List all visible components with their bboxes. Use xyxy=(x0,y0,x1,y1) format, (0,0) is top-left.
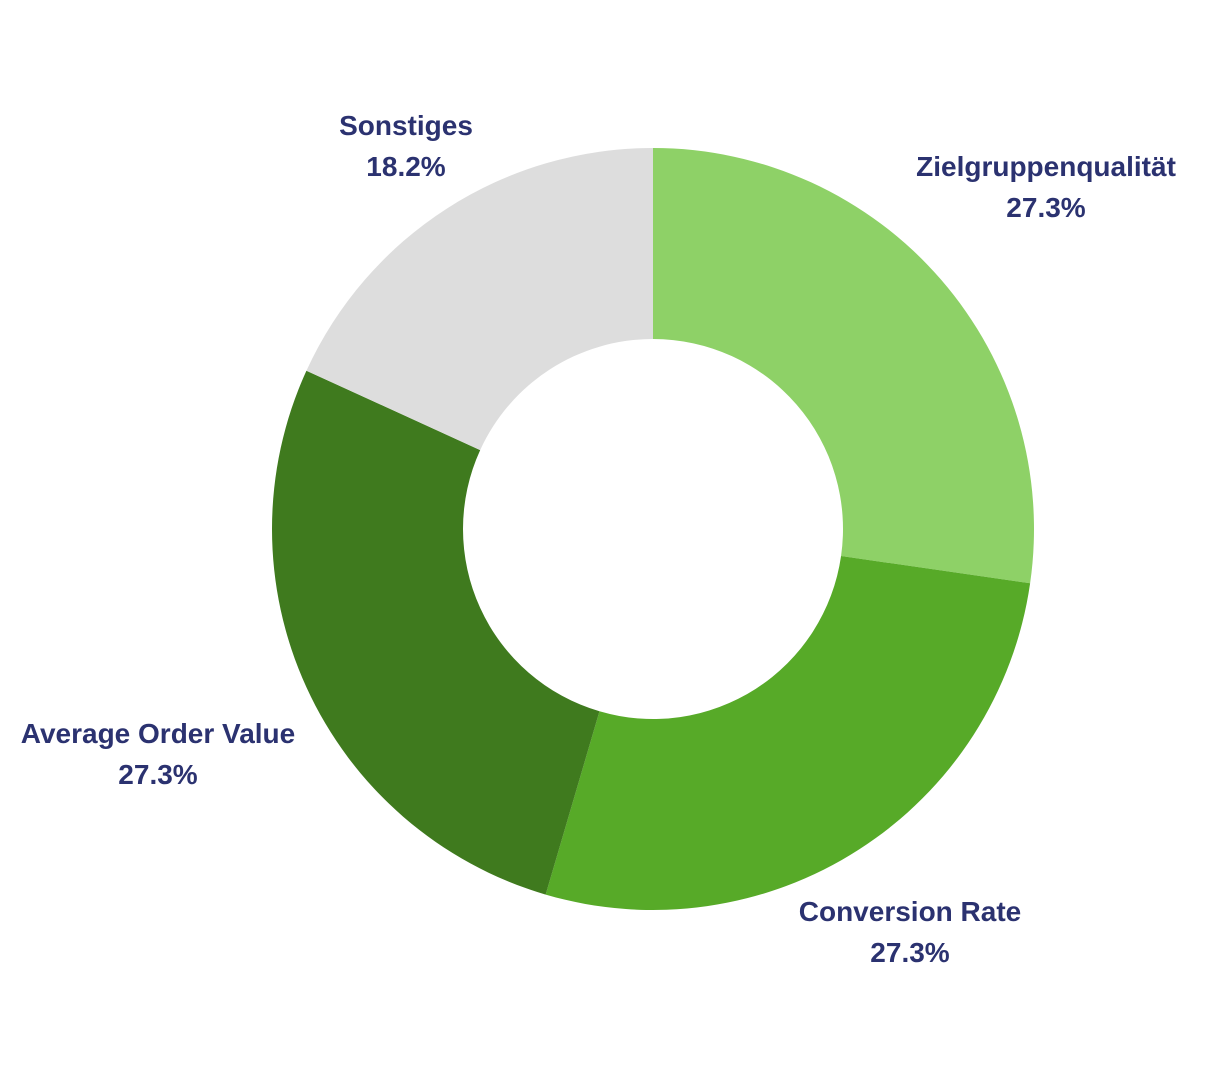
slice-value-average-order-value: 27.3% xyxy=(118,759,197,790)
slice-zielgruppenqualit-t xyxy=(653,148,1034,584)
slice-average-order-value xyxy=(271,370,600,895)
donut-slices xyxy=(271,148,1034,910)
slice-label-zielgruppenqualit-t: Zielgruppenqualität xyxy=(916,151,1176,182)
slice-value-conversion-rate: 27.3% xyxy=(870,937,949,968)
slice-value-zielgruppenqualit-t: 27.3% xyxy=(1006,192,1085,223)
slice-conversion-rate xyxy=(545,556,1031,910)
slice-label-conversion-rate: Conversion Rate xyxy=(799,896,1022,927)
slice-label-average-order-value: Average Order Value xyxy=(21,718,295,749)
slice-value-sonstiges: 18.2% xyxy=(366,151,445,182)
slice-label-sonstiges: Sonstiges xyxy=(339,110,473,141)
slice-labels: Zielgruppenqualität 27.3% Conversion Rate 2… xyxy=(21,110,1176,968)
slice-sonstiges xyxy=(306,148,653,451)
